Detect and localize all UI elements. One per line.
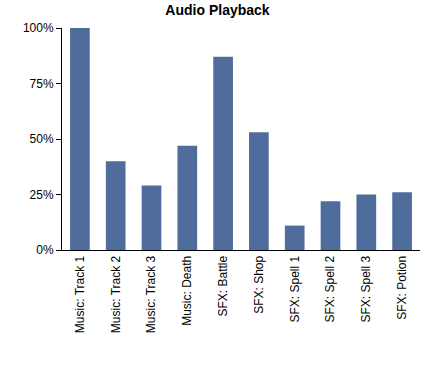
svg-text:Music: Track 1: Music: Track 1 (73, 255, 87, 333)
svg-text:SFX: Spell 2: SFX: Spell 2 (323, 255, 337, 322)
svg-text:SFX: Shop: SFX: Shop (252, 255, 266, 313)
svg-text:Music: Death: Music: Death (180, 256, 194, 326)
svg-text:SFX: Battle: SFX: Battle (216, 255, 230, 316)
svg-text:50%: 50% (30, 132, 54, 146)
svg-text:Audio Playback: Audio Playback (165, 2, 269, 18)
svg-text:75%: 75% (30, 77, 54, 91)
svg-text:0%: 0% (36, 243, 54, 257)
svg-text:Music: Track 2: Music: Track 2 (109, 255, 123, 333)
svg-text:100%: 100% (23, 21, 54, 35)
svg-text:SFX: Spell 1: SFX: Spell 1 (288, 255, 302, 322)
svg-text:Music: Track 3: Music: Track 3 (144, 255, 158, 333)
svg-text:SFX: Potion: SFX: Potion (395, 256, 409, 320)
svg-text:25%: 25% (30, 188, 54, 202)
svg-text:SFX: Spell 3: SFX: Spell 3 (359, 255, 373, 322)
